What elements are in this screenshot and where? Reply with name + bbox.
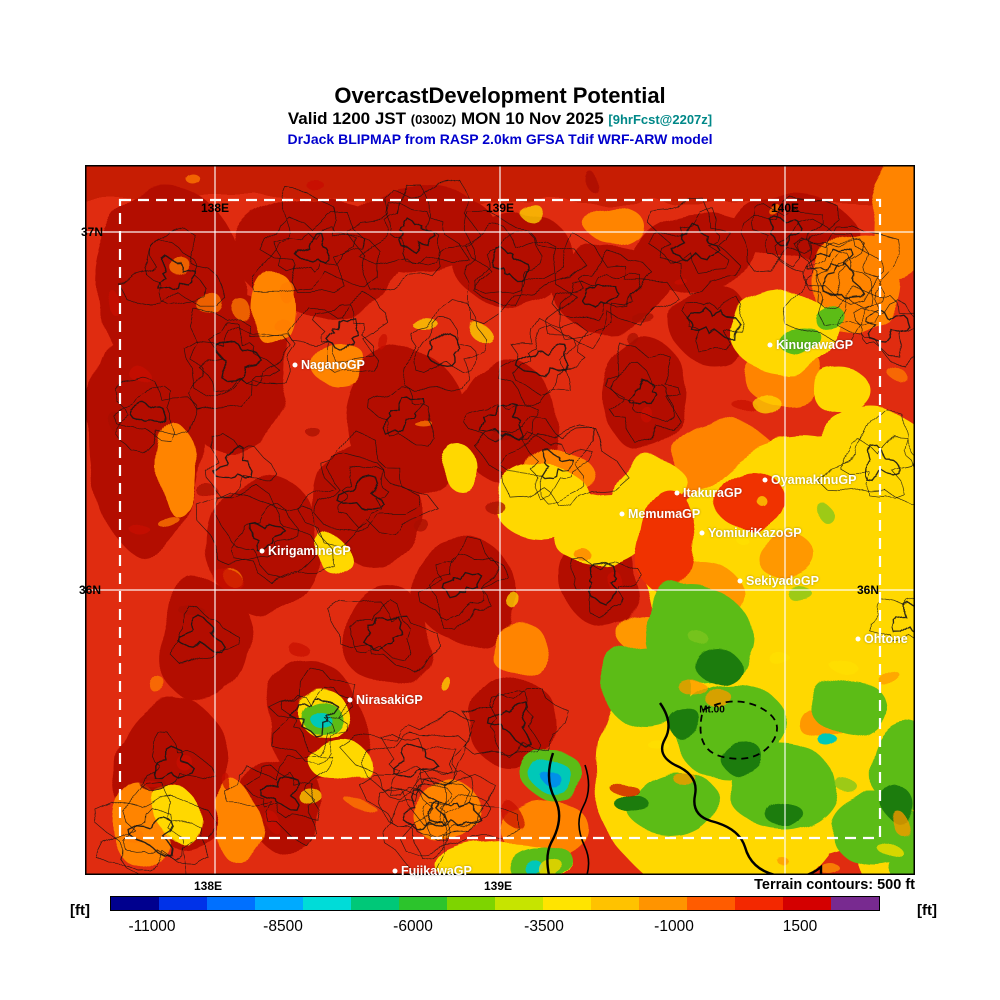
colorbar-cell — [207, 897, 255, 910]
colorbar-cell — [783, 897, 831, 910]
colorbar-tick-label: -3500 — [524, 918, 564, 935]
valid-prefix: Valid 1200 JST — [287, 109, 411, 128]
colorbar-tick-label: -8500 — [263, 918, 303, 935]
colorbar-tick-label: -1000 — [654, 918, 694, 935]
colorbar-cell — [399, 897, 447, 910]
colorbar-cell — [687, 897, 735, 910]
colorbar-cell — [255, 897, 303, 910]
colorbar-tick-label: -6000 — [393, 918, 433, 935]
map-border — [85, 165, 915, 875]
raster-blobs — [85, 165, 915, 875]
header: OvercastDevelopment Potential Valid 1200… — [0, 84, 1000, 148]
unit-label-right: [ft] — [917, 902, 937, 919]
model-line: DrJack BLIPMAP from RASP 2.0km GFSA Tdif… — [287, 131, 713, 147]
grid-label: 139E — [483, 879, 513, 893]
colorbar-tick-label: 1500 — [782, 918, 818, 935]
colorbar-cell — [159, 897, 207, 910]
map-area[interactable] — [85, 165, 915, 875]
valid-date: MON 10 Nov 2025 — [456, 109, 609, 128]
colorbar-cell — [831, 897, 879, 910]
unit-label-left: [ft] — [70, 902, 90, 919]
terrain-contours-note: Terrain contours: 500 ft — [754, 877, 915, 893]
forecast-run-tag: [9hrFcst@2207z] — [608, 112, 713, 127]
forecast-map-raster — [85, 165, 915, 875]
colorbar — [110, 896, 880, 911]
colorbar-cell — [639, 897, 687, 910]
page-title: OvercastDevelopment Potential — [334, 83, 666, 108]
colorbar-cell — [111, 897, 159, 910]
colorbar-cell — [303, 897, 351, 910]
grid-label: 138E — [193, 879, 223, 893]
colorbar-cell — [351, 897, 399, 910]
colorbar-tick-label: -11000 — [128, 918, 176, 935]
colorbar-cell — [495, 897, 543, 910]
colorbar-cell — [543, 897, 591, 910]
colorbar-cell — [591, 897, 639, 910]
grid-overlay — [85, 165, 915, 875]
colorbar-cell — [447, 897, 495, 910]
valid-time-line: Valid 1200 JST (0300Z) MON 10 Nov 2025 [… — [0, 108, 1000, 130]
valid-zulu: (0300Z) — [410, 112, 457, 127]
colorbar-cell — [735, 897, 783, 910]
